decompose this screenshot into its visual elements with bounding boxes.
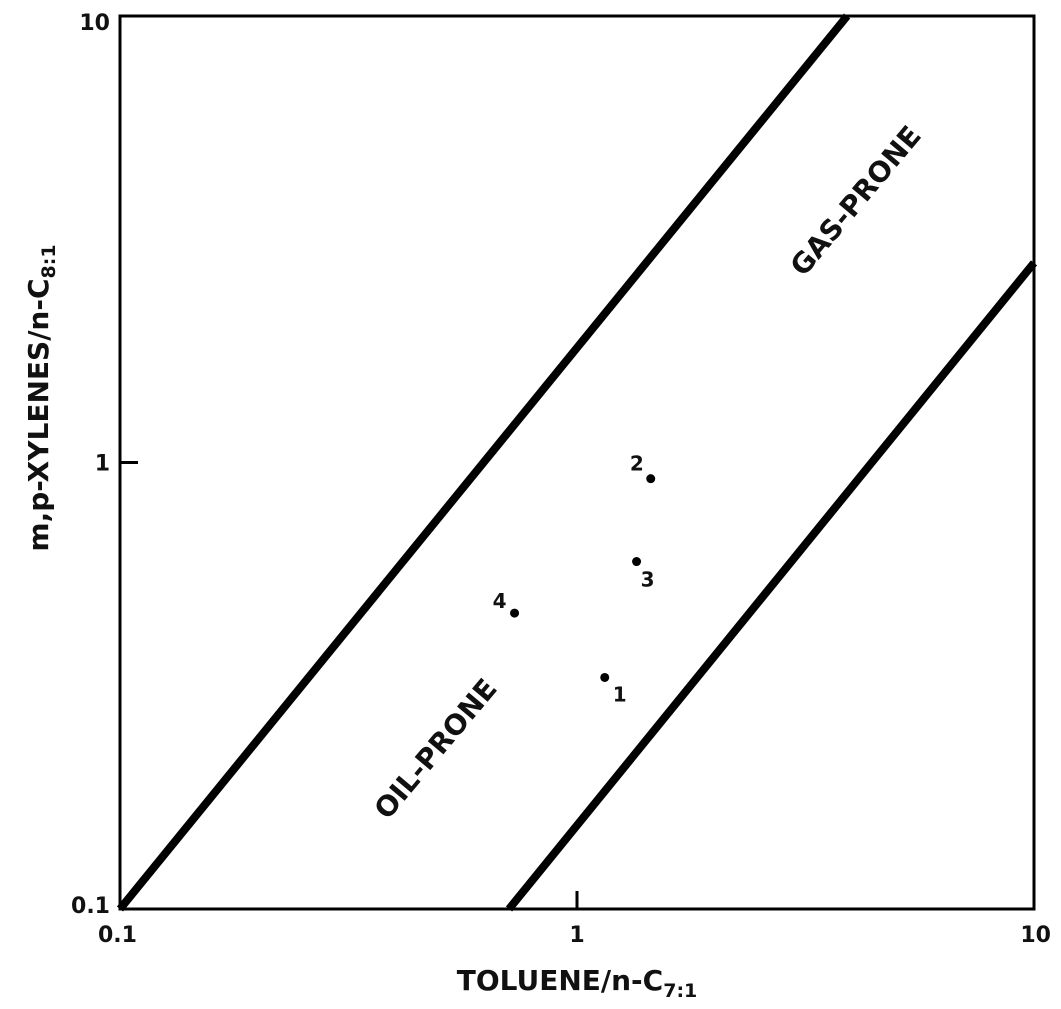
data-point-2 (646, 474, 656, 484)
region-label-oil-prone: OIL-PRONE (368, 672, 504, 825)
y-axis-label: m,p-XYLENES/n-C8:1 (22, 244, 60, 551)
y-tick-label-2: 10 (79, 11, 110, 36)
data-point-label-4: 4 (493, 589, 507, 613)
x-tick-label-2: 10 (1020, 923, 1051, 948)
x-tick-label-1: 1 (569, 923, 584, 948)
data-point-3 (632, 557, 642, 567)
data-point-label-2: 2 (630, 452, 644, 476)
y-tick-label-1: 1 (95, 452, 110, 477)
y-axis-label-subscript: 8:1 (38, 244, 60, 278)
y-tick-label-0: 0.1 (71, 894, 110, 919)
boundary-line-2 (505, 260, 1038, 912)
y-axis-label-main: m,p-XYLENES/n-C (22, 278, 55, 551)
data-point-label-1: 1 (613, 682, 627, 706)
region-label-gas-prone: GAS-PRONE (784, 119, 928, 282)
x-axis-label-subscript: 7:1 (663, 980, 697, 1002)
x-axis-label: TOLUENE/n-C7:1 (457, 964, 698, 1002)
boundary-line-1 (116, 13, 851, 912)
data-point-1 (600, 672, 610, 682)
x-tick-label-0: 0.1 (98, 923, 137, 948)
data-point-label-3: 3 (641, 568, 655, 592)
x-axis-label-main: TOLUENE/n-C (457, 964, 664, 997)
data-point-4 (510, 608, 520, 618)
